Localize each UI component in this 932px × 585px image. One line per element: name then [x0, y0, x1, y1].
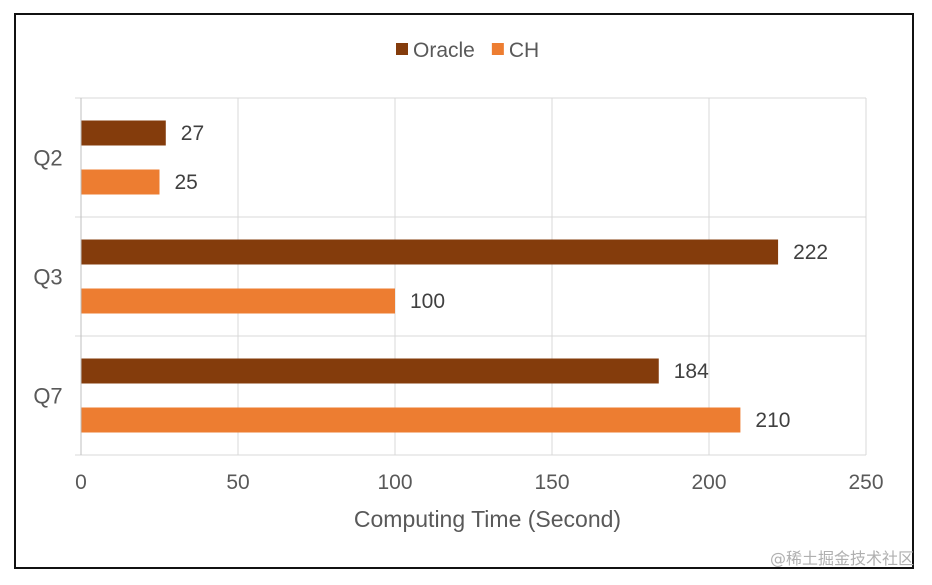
data-label-ch-q7: 210	[755, 409, 790, 432]
bar-ch-q7	[81, 407, 741, 433]
watermark: @稀土掘金技术社区	[769, 549, 914, 568]
x-tick-label-50: 50	[226, 471, 249, 494]
data-label-oracle-q2: 27	[181, 122, 204, 145]
x-tick-label-0: 0	[75, 471, 87, 494]
bar-ch-q3	[81, 288, 395, 314]
x-tick-label-250: 250	[848, 471, 883, 494]
data-label-ch-q2: 25	[175, 171, 198, 194]
legend-swatch-ch	[491, 43, 504, 55]
axes: 0 50 100 150 200 250 Q2 Q3 Q7 Computing Time (Sec…	[33, 98, 884, 532]
bar-oracle-q2	[81, 120, 166, 146]
data-label-oracle-q3: 222	[793, 241, 828, 264]
data-labels: 27 25 222 100 184 210	[175, 122, 829, 432]
bars	[81, 120, 779, 433]
bar-oracle-q3	[81, 239, 779, 265]
category-label-q3: Q3	[33, 265, 62, 290]
legend-swatch-oracle	[396, 43, 408, 55]
legend-label-ch: CH	[509, 39, 539, 62]
bar-ch-q2	[81, 169, 160, 195]
x-tick-label-100: 100	[377, 471, 412, 494]
x-tick-label-200: 200	[691, 471, 726, 494]
grid-lines	[75, 97, 867, 456]
x-tick-label-150: 150	[534, 471, 569, 494]
legend-label-oracle: Oracle	[413, 39, 475, 62]
data-label-ch-q3: 100	[410, 290, 445, 313]
bar-oracle-q7	[81, 358, 659, 384]
category-label-q2: Q2	[33, 146, 62, 171]
category-label-q7: Q7	[33, 384, 62, 409]
data-label-oracle-q7: 184	[674, 360, 709, 383]
x-axis-title: Computing Time (Second)	[354, 506, 621, 532]
legend: Oracle CH	[396, 39, 539, 62]
